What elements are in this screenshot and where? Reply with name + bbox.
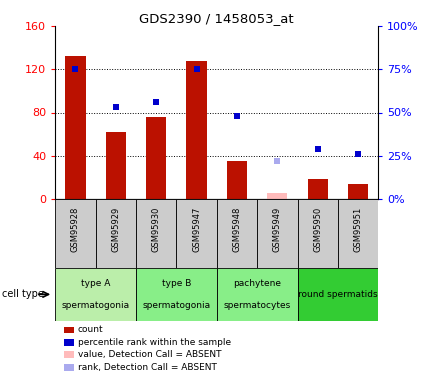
Text: percentile rank within the sample: percentile rank within the sample	[78, 338, 231, 347]
Bar	[136, 199, 176, 268]
Text: spermatocytes: spermatocytes	[224, 302, 291, 310]
Point	[153, 99, 159, 105]
Text: GSM95928: GSM95928	[71, 207, 80, 252]
Text: GSM95950: GSM95950	[313, 207, 322, 252]
Text: type A: type A	[81, 279, 110, 288]
Point	[193, 66, 200, 72]
Bar	[267, 194, 287, 199]
Bar	[338, 199, 378, 268]
Text: type B: type B	[162, 279, 191, 288]
Bar	[176, 199, 217, 268]
Bar	[96, 199, 136, 268]
Bar	[298, 268, 378, 321]
Bar	[348, 184, 368, 199]
Title: GDS2390 / 1458053_at: GDS2390 / 1458053_at	[139, 12, 294, 25]
Bar	[227, 161, 247, 199]
Text: GSM95930: GSM95930	[152, 207, 161, 252]
Point	[314, 146, 321, 152]
Bar	[187, 61, 207, 199]
Text: GSM95951: GSM95951	[354, 207, 363, 252]
Text: rank, Detection Call = ABSENT: rank, Detection Call = ABSENT	[78, 363, 217, 372]
Bar	[55, 268, 136, 321]
Text: spermatogonia: spermatogonia	[62, 302, 130, 310]
Bar	[65, 57, 85, 199]
Point	[233, 113, 240, 119]
Text: cell type: cell type	[2, 290, 44, 299]
Text: pachytene: pachytene	[233, 279, 281, 288]
Text: count: count	[78, 326, 103, 334]
Point	[72, 66, 79, 72]
Bar	[55, 199, 96, 268]
Bar	[146, 117, 166, 199]
Bar	[217, 199, 257, 268]
Bar	[217, 268, 298, 321]
Point	[274, 158, 280, 164]
Text: spermatogonia: spermatogonia	[142, 302, 210, 310]
Bar	[136, 268, 217, 321]
Bar	[106, 132, 126, 199]
Text: round spermatids: round spermatids	[298, 290, 378, 299]
Bar	[298, 199, 338, 268]
Text: GSM95948: GSM95948	[232, 207, 241, 252]
Point	[354, 151, 361, 157]
Bar	[257, 199, 298, 268]
Text: GSM95929: GSM95929	[111, 207, 120, 252]
Text: GSM95949: GSM95949	[273, 207, 282, 252]
Text: GSM95947: GSM95947	[192, 207, 201, 252]
Point	[112, 104, 119, 110]
Bar	[308, 179, 328, 199]
Text: value, Detection Call = ABSENT: value, Detection Call = ABSENT	[78, 350, 221, 359]
